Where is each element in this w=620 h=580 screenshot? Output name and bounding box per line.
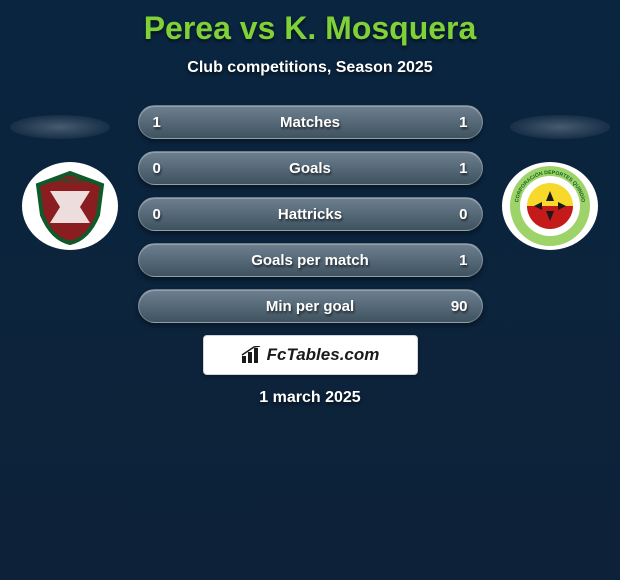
stat-row: 1 Matches 1 <box>138 105 483 139</box>
stat-right-value: 1 <box>459 160 467 177</box>
chart-icon <box>241 346 263 364</box>
stat-right-value: 1 <box>459 114 467 131</box>
stat-row: Min per goal 90 <box>138 289 483 323</box>
comparison-stage: PATRIOTAS CORPORACIÓN DEPORTES QUINDÍO <box>0 105 620 407</box>
team-left-name: PATRIOTAS <box>53 179 86 185</box>
brand-label: FcTables.com <box>267 345 380 365</box>
stat-label: Hattricks <box>278 206 342 223</box>
shadow-right <box>510 115 610 139</box>
subtitle: Club competitions, Season 2025 <box>0 59 620 77</box>
brand-box[interactable]: FcTables.com <box>203 335 418 375</box>
page-title: Perea vs K. Mosquera <box>0 10 620 47</box>
team-right-logo: CORPORACIÓN DEPORTES QUINDÍO <box>500 161 600 251</box>
stat-row: Goals per match 1 <box>138 243 483 277</box>
stat-left-value: 0 <box>153 160 161 177</box>
stat-row: 0 Goals 1 <box>138 151 483 185</box>
team-left-logo: PATRIOTAS <box>20 161 120 251</box>
stat-label: Min per goal <box>266 298 354 315</box>
stats-rows: 1 Matches 1 0 Goals 1 0 Hattricks 0 Goal… <box>138 105 483 323</box>
stat-right-value: 0 <box>459 206 467 223</box>
stat-right-value: 90 <box>451 298 468 315</box>
stat-label: Matches <box>280 114 340 131</box>
stat-label: Goals <box>289 160 331 177</box>
stat-label: Goals per match <box>251 252 369 269</box>
stat-left-value: 0 <box>153 206 161 223</box>
stat-row: 0 Hattricks 0 <box>138 197 483 231</box>
shadow-left <box>10 115 110 139</box>
stat-left-value: 1 <box>153 114 161 131</box>
stat-right-value: 1 <box>459 252 467 269</box>
date-label: 1 march 2025 <box>0 389 620 407</box>
